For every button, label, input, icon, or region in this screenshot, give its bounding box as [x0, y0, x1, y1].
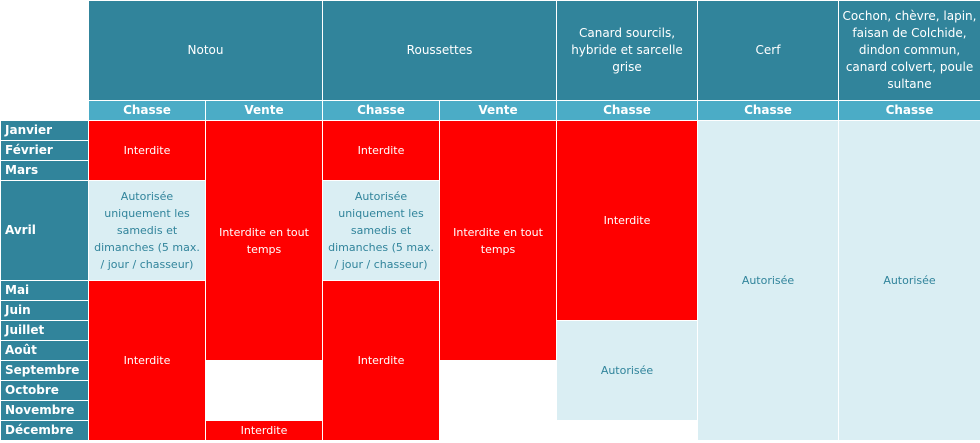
notou-chasse-jan-mar: Interdite	[88, 120, 206, 181]
cerf-chasse-header: Chasse	[697, 100, 840, 121]
month-label: Décembre	[0, 420, 89, 441]
species-header-row: Notou Roussettes Canard sourcils, hybrid…	[0, 0, 980, 121]
roussettes-chasse-may-dec: Interdite	[322, 280, 441, 441]
cochon-chasse-header: Chasse	[838, 100, 980, 121]
roussettes-chasse-header: Chasse	[322, 100, 441, 121]
month-row: Octobre	[0, 380, 980, 401]
month-row: Janvier Interdite Interdite en tout temp…	[0, 120, 980, 441]
month-label: Octobre	[0, 380, 89, 401]
canard-chasse-jul-nov: Autorisée	[556, 320, 699, 421]
roussettes-chasse-jan-mar: Interdite	[322, 120, 441, 181]
canard-chasse-jan-jul: Interdite	[556, 120, 699, 321]
month-row: Novembre	[0, 400, 980, 421]
header-notou: Notou	[87, 0, 324, 101]
header-canard: Canard sourcils, hybride et sarcelle gri…	[556, 0, 699, 101]
month-row: Septembre	[0, 360, 980, 381]
month-row: Avril Autorisée uniquement les samedis e…	[0, 180, 980, 281]
month-row: Août	[0, 340, 980, 361]
month-row: Juin	[0, 300, 980, 321]
month-label: Septembre	[0, 360, 89, 381]
month-label: Avril	[0, 180, 89, 281]
canard-chasse-header: Chasse	[556, 100, 699, 121]
notou-vente-header: Vente	[204, 100, 324, 121]
roussettes-chasse-april: Autorisée uniquement les samedis et dima…	[322, 180, 441, 281]
month-label: Novembre	[0, 400, 89, 421]
month-row: Février	[0, 140, 980, 161]
cochon-chasse-all-year: Autorisée	[838, 120, 980, 441]
header-cochon: Cochon, chèvre, lapin, faisan de Colchid…	[838, 0, 980, 101]
cerf-chasse-all-year: Autorisée	[697, 120, 840, 441]
month-label: Juin	[0, 300, 89, 321]
notou-chasse-may-dec: Interdite	[88, 280, 206, 441]
canard-chasse-dec: Interdite	[204, 420, 324, 441]
roussettes-vente-header: Vente	[439, 100, 558, 121]
corner-cell	[0, 0, 89, 121]
month-label: Janvier	[0, 120, 89, 141]
month-label: Août	[0, 340, 89, 361]
header-roussettes: Roussettes	[322, 0, 558, 101]
notou-vente-all-year: Interdite en tout temps	[204, 120, 324, 361]
header-cerf: Cerf	[697, 0, 840, 101]
month-label: Mars	[0, 160, 89, 181]
month-row: Décembre Interdite	[0, 420, 980, 441]
month-row: Juillet Autorisée	[0, 320, 980, 421]
notou-chasse-april: Autorisée uniquement les samedis et dima…	[88, 180, 206, 281]
month-label: Mai	[0, 280, 89, 301]
activity-header-row: Chasse Vente Chasse Vente Chasse Chasse …	[1, 100, 980, 121]
month-row: Mars	[0, 160, 980, 181]
notou-chasse-header: Chasse	[88, 100, 206, 121]
roussettes-vente-all-year: Interdite en tout temps	[439, 120, 558, 361]
month-label: Février	[0, 140, 89, 161]
month-row: Mai Interdite Interdite	[0, 280, 980, 441]
month-label: Juillet	[0, 320, 89, 341]
